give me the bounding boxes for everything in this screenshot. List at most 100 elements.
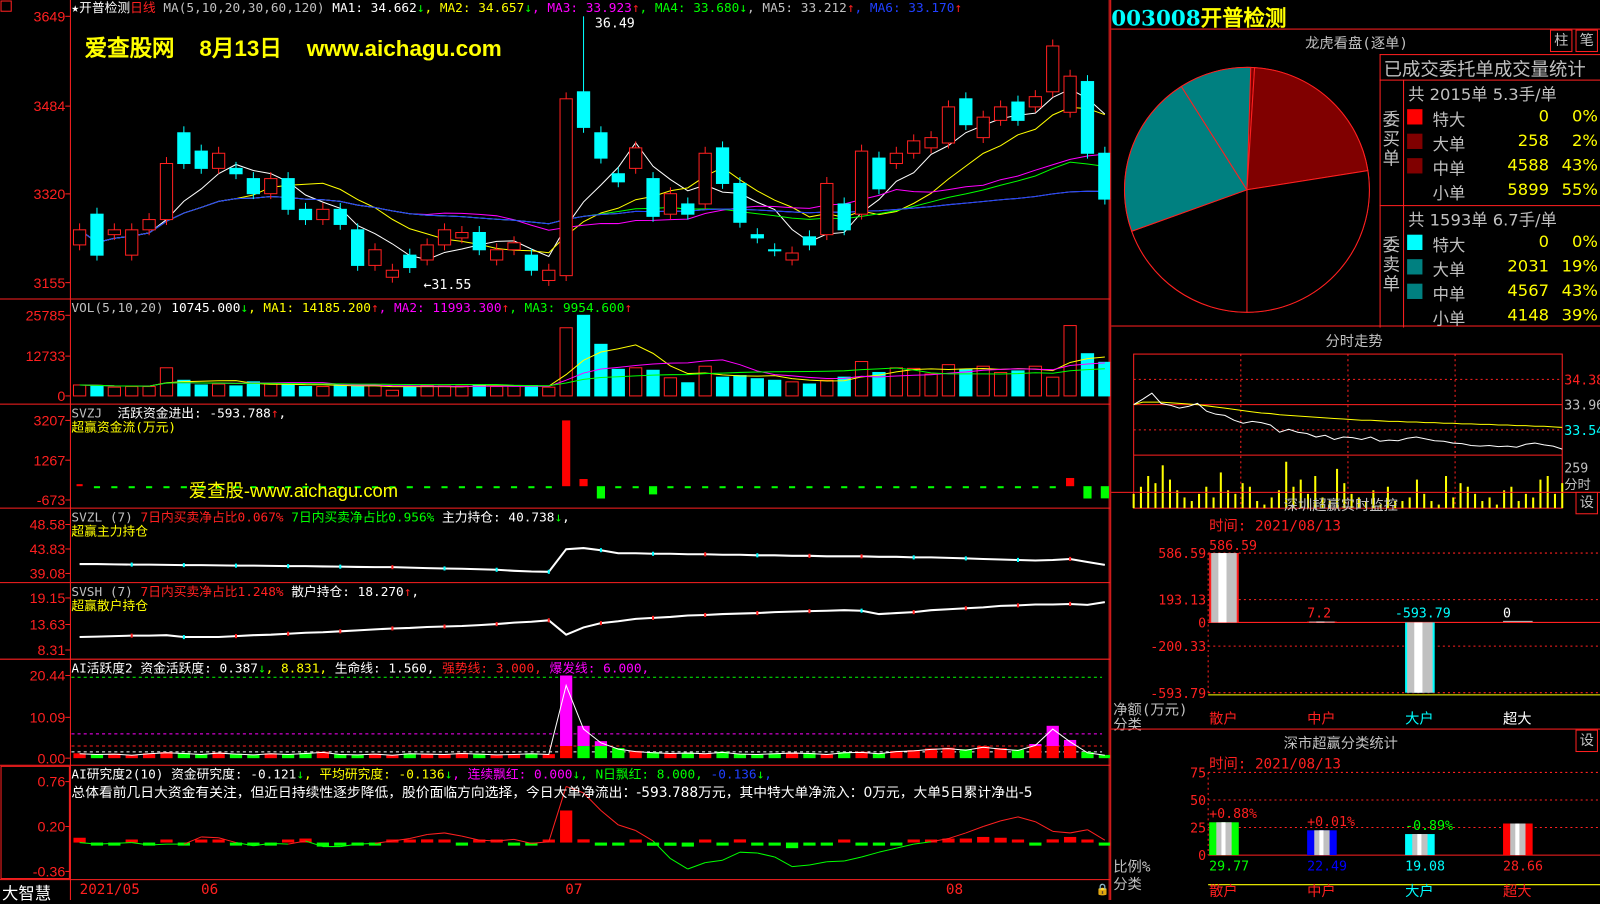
fund-flow-bar — [319, 486, 326, 489]
research-bar — [699, 839, 712, 843]
candle — [316, 208, 330, 221]
trend-arrow-icon: ↓ — [756, 766, 765, 782]
fund-flow-bar — [562, 420, 571, 487]
order-stats-table — [1379, 54, 1600, 328]
trend-arrow-icon: ↓ — [296, 766, 305, 782]
activity-bar — [872, 753, 886, 759]
research-bar — [334, 842, 347, 846]
y-tick-label: 1267 — [34, 453, 66, 469]
research-line — [757, 852, 775, 858]
ratio-bar-highlight — [1319, 830, 1324, 856]
activity-bar — [733, 753, 747, 759]
intraday-axis-label: 34.38 — [1564, 373, 1600, 388]
volume-bar — [437, 385, 452, 397]
intraday-axis-label: 分时 — [1564, 477, 1591, 493]
activity-bar — [108, 753, 121, 759]
net-bar-highlight — [1316, 621, 1325, 623]
y-tick-label: 193.13 — [1158, 594, 1206, 609]
net-value-label: -593.79 — [1395, 606, 1451, 621]
category-label: 中户 — [1307, 710, 1336, 727]
settings-button[interactable]: 设 — [1575, 729, 1598, 753]
candle — [993, 106, 1008, 121]
candle — [559, 98, 573, 277]
candle — [472, 232, 486, 251]
trend-arrow-icon: ↑ — [624, 299, 633, 316]
activity-bar — [629, 750, 642, 759]
volume-bar — [72, 384, 87, 397]
activity-bar — [1046, 746, 1059, 759]
settings-button[interactable]: 设 — [1575, 491, 1598, 515]
activity-bar — [681, 752, 694, 759]
fund-flow-bar — [997, 486, 1004, 489]
volume-bar — [715, 376, 730, 397]
research-line — [844, 856, 862, 862]
fund-flow-bar — [250, 486, 257, 489]
volume-bar — [872, 371, 886, 397]
y-tick-label: 75 — [1190, 767, 1206, 782]
right-panel: 003008开普检测 龙虎看盘(逐单) 柱 笔 已成交委托单成交量统计 委买单共… — [1110, 0, 1600, 900]
legend-item: AI活跃度2 资金活跃度: 0.387 — [71, 660, 258, 676]
research-bar — [733, 839, 747, 843]
fund-flow-bar — [910, 486, 917, 489]
candle — [1080, 81, 1095, 154]
trend-arrow-icon: ↑ — [403, 583, 412, 599]
fund-flow-bar — [632, 486, 639, 489]
volume-bar — [403, 386, 417, 397]
research-bar — [751, 842, 764, 846]
legend-swatch — [1407, 133, 1423, 149]
kline-chart-area[interactable]: 3649 3484 3320 3155 25785 12733 0 3207 1267 -673 4… — [0, 0, 1111, 900]
category-label: 散户 — [1209, 710, 1238, 727]
research-bar — [421, 839, 434, 843]
research-line — [1070, 829, 1088, 834]
activity-bar — [890, 750, 903, 759]
research-bar — [942, 838, 955, 843]
candle — [246, 178, 260, 195]
research-line — [114, 842, 132, 844]
lock-icon[interactable]: 🔒 — [1095, 882, 1110, 896]
svzl-legend: SVZL (7) 7日内买卖净占比0.067% 7日内买卖净占比0.956% 主… — [71, 509, 569, 524]
research-bar — [1081, 839, 1094, 843]
legend-item: 散户持仓: 18.270 — [291, 583, 404, 599]
category-label: 分类 — [1113, 876, 1142, 893]
research-bar — [959, 838, 972, 843]
order-percent: 0% — [1572, 106, 1598, 126]
research-line — [774, 856, 793, 868]
net-value-label: 586.59 — [1209, 539, 1257, 554]
activity-bar — [542, 754, 555, 759]
research-bar — [716, 842, 729, 846]
ratio-label: 比例% — [1113, 859, 1151, 876]
activity-bar — [1081, 752, 1094, 759]
y-tick-label: -200.33 — [1150, 640, 1206, 655]
legend-item: , MA4: 33.680 — [639, 0, 740, 16]
candle — [907, 140, 921, 154]
volume-bar — [472, 384, 486, 397]
order-type: 小单 — [1432, 309, 1466, 329]
category-label: 中户 — [1307, 883, 1336, 900]
order-percent: 0% — [1572, 231, 1598, 252]
activity-bar — [994, 748, 1007, 759]
research-bar — [1046, 839, 1059, 843]
y-tick-label: 0 — [57, 389, 65, 405]
research-line — [878, 847, 897, 853]
svzj-legend: SVZJ 活跃资金进出: -593.788↑, — [71, 405, 286, 420]
order-percent: 43% — [1561, 155, 1598, 175]
volume-bar — [802, 383, 817, 397]
pen-view-button[interactable]: 笔 — [1575, 29, 1598, 53]
research-line — [149, 843, 167, 846]
volume-bar — [524, 385, 539, 397]
activity-bar — [125, 754, 138, 759]
candle — [1046, 45, 1060, 93]
candle — [403, 254, 417, 269]
candle — [455, 232, 469, 239]
volume-bar — [698, 365, 712, 397]
fund-flow-bar — [76, 484, 83, 487]
stats-title: 已成交委托单成交量统计 — [1383, 59, 1586, 81]
research-bar — [820, 842, 833, 846]
research-bar — [924, 839, 938, 843]
bar-view-button[interactable]: 柱 — [1549, 29, 1573, 53]
legend-item: , 连续飘红: 0.000 — [452, 766, 573, 782]
order-volume: 5899 — [1507, 179, 1549, 199]
volume-bar — [246, 381, 260, 397]
category-label: 大户 — [1405, 883, 1434, 900]
